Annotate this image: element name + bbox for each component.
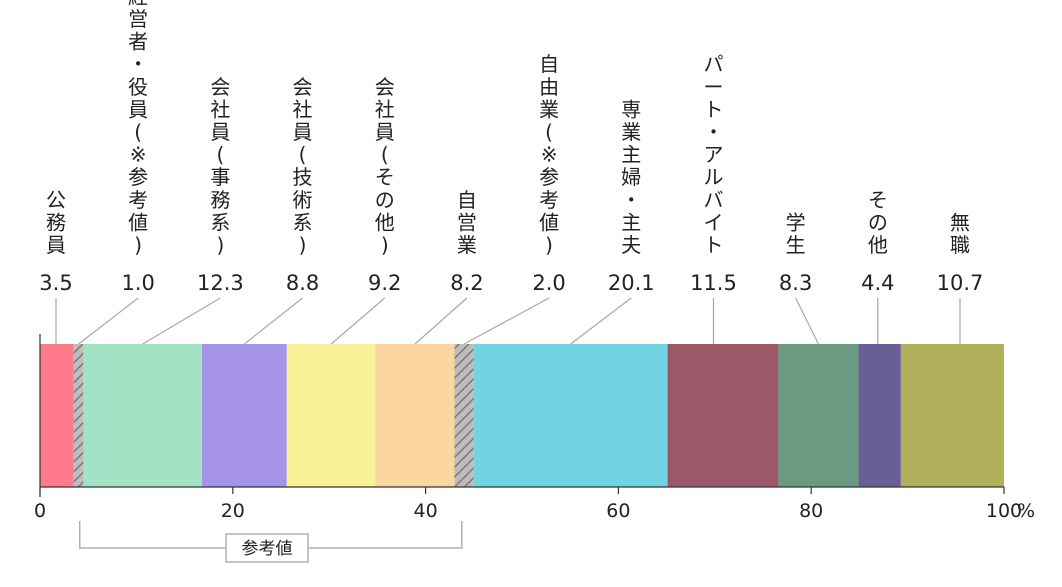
category-labels: 公務員 経営者・役員(※参考値) 会社員(事務系) 会社員(技術系) 会社員(その他) 自… [46,0,970,257]
leader-lines [55,297,961,345]
value-label: 8.8 [286,271,319,295]
category-label: 会社員(事務系) [210,75,230,257]
value-label: 8.3 [779,271,812,295]
value-label: 8.2 [450,271,483,295]
x-tick-label: 0 [34,500,46,522]
category-label: 自営業 [457,188,477,257]
value-label: 9.2 [368,271,401,295]
leader-line [795,297,819,345]
category-label: 会社員(その他) [375,75,395,257]
category-label: 学生 [786,210,806,257]
category-label: 公務員 [46,188,66,257]
bar-segment [858,344,901,487]
x-tick-label: 40 [414,500,438,522]
bar-segments [40,344,1004,487]
category-label: パート・アルバイト [703,52,723,257]
x-axis: 0 20 40 60 80 100% [34,334,1035,522]
bar-segment [73,344,84,487]
leader-line [570,297,632,345]
x-tick-label: 100 [986,500,1022,522]
bar-segment [667,344,779,487]
bar-segment [375,344,455,487]
bar-segment [83,344,202,487]
bar-segment [286,344,376,487]
value-label: 1.0 [121,271,154,295]
value-label: 11.5 [690,271,737,295]
reference-label: 参考値 [242,539,293,559]
category-label: 無職 [950,210,970,257]
category-label: その他 [868,188,888,257]
leader-line [78,297,139,345]
bar-segment [900,344,1004,487]
value-label: 10.7 [937,271,984,295]
value-label: 12.3 [197,271,244,295]
leader-line [243,297,303,345]
category-label: 専業主婦・主夫 [621,97,641,257]
value-label: 2.0 [532,271,565,295]
bar-segment [473,344,668,487]
x-tick-label: 20 [221,500,245,522]
x-tick-label: 80 [799,500,823,522]
category-label: 経営者・役員(※参考値) [128,0,148,257]
reference-bracket: 参考値 [78,521,463,563]
x-tick-label: 60 [606,500,630,522]
x-axis-unit: % [1017,500,1035,522]
value-label: 20.1 [608,271,655,295]
leader-line [463,297,550,345]
reference-label-box [225,533,309,563]
value-labels: 3.5 1.0 12.3 8.8 9.2 8.2 2.0 20.1 11.5 8.3 4.4 10.7 [39,271,983,295]
value-label: 4.4 [861,271,894,295]
bar-segment [454,344,474,487]
value-label: 3.5 [39,271,72,295]
leader-line [414,297,468,345]
bar-segment [201,344,287,487]
bar-segment [778,344,859,487]
leader-line [142,297,221,345]
category-label: 会社員(技術系) [293,75,313,257]
category-label: 自由業(※参考値) [539,52,559,257]
leader-line [330,297,386,345]
bar-segment [40,344,74,487]
